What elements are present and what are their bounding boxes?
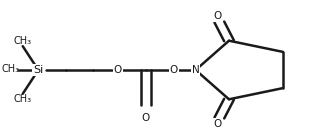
Text: O: O	[214, 11, 222, 21]
Text: O: O	[114, 65, 122, 75]
Text: O: O	[170, 65, 178, 75]
Text: CH₃: CH₃	[14, 36, 32, 46]
Text: CH₃: CH₃	[14, 94, 32, 104]
Text: O: O	[142, 113, 150, 123]
Text: O: O	[214, 119, 222, 129]
Text: CH₃: CH₃	[2, 64, 20, 74]
Text: Si: Si	[33, 65, 43, 75]
Text: N: N	[192, 65, 199, 75]
